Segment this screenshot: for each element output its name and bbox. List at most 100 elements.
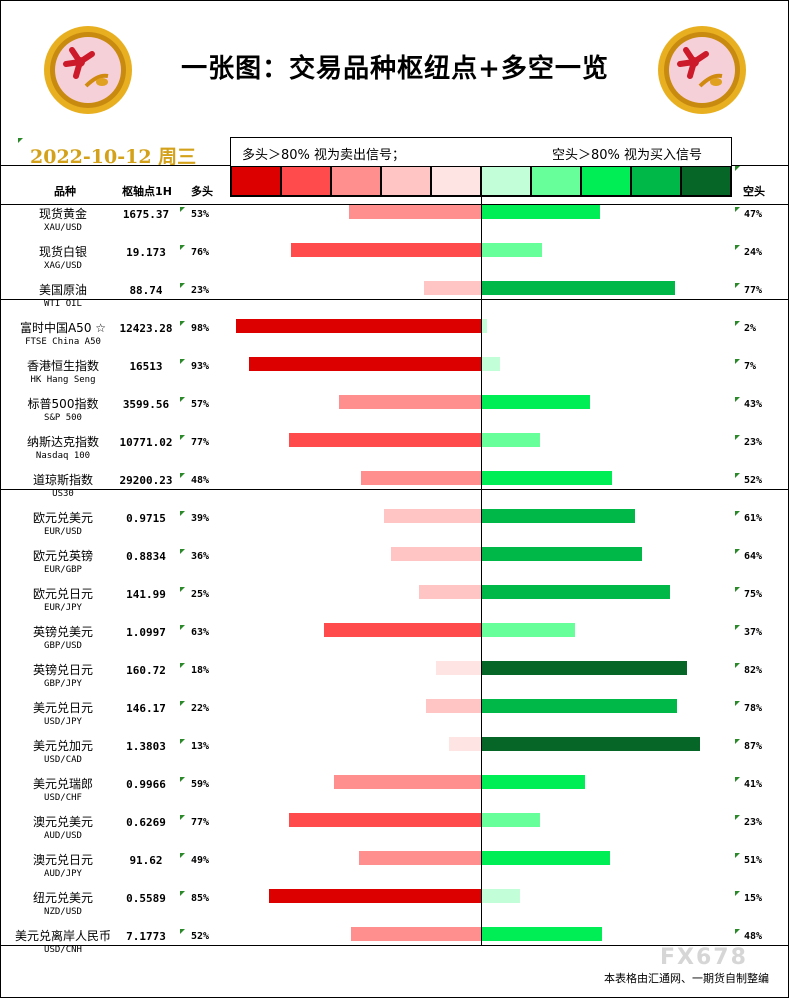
group-divider — [0, 299, 789, 300]
flower-logo-icon — [44, 26, 132, 114]
legend-swatch — [281, 166, 331, 196]
short-percent: 51% — [744, 855, 763, 866]
marker-icon — [735, 663, 740, 668]
short-percent: 2% — [744, 323, 757, 334]
pivot-value: 91.62 — [129, 854, 163, 867]
short-percent: 24% — [744, 247, 763, 258]
short-percent: 52% — [744, 475, 763, 486]
instrument-code: XAG/USD — [44, 261, 82, 271]
short-percent: 37% — [744, 627, 763, 638]
short-bar — [482, 547, 642, 561]
instrument-code: GBP/USD — [44, 641, 82, 651]
header-divider — [0, 165, 231, 166]
long-percent: 23% — [191, 285, 210, 296]
long-percent: 85% — [191, 893, 210, 904]
long-percent: 49% — [191, 855, 210, 866]
long-bar — [418, 585, 481, 599]
instrument-code: USD/CAD — [44, 755, 82, 765]
header-pivot: 枢轴点1H — [122, 185, 172, 198]
long-percent: 22% — [191, 703, 210, 714]
marker-icon — [180, 359, 185, 364]
short-bar — [482, 509, 635, 523]
instrument-code: US30 — [52, 489, 74, 499]
pivot-value: 29200.23 — [119, 474, 173, 487]
long-bar — [348, 205, 481, 219]
long-percent: 53% — [191, 209, 210, 220]
long-percent: 13% — [191, 741, 210, 752]
short-bar — [482, 395, 590, 409]
marker-icon — [18, 138, 23, 143]
long-bar — [268, 889, 481, 903]
legend-swatch — [431, 166, 481, 196]
pivot-value: 12423.28 — [119, 322, 173, 335]
instrument-code: FTSE China A50 — [25, 337, 101, 347]
instrument-name: 欧元兑美元 — [32, 511, 93, 525]
pivot-value: 3599.56 — [122, 398, 170, 411]
pivot-value: 160.72 — [126, 664, 166, 677]
marker-icon — [735, 435, 740, 440]
instrument-code: EUR/JPY — [44, 603, 82, 613]
table-bottom-line — [0, 945, 789, 946]
short-bar — [482, 737, 700, 751]
marker-icon — [180, 891, 185, 896]
marker-icon — [735, 853, 740, 858]
short-percent: 43% — [744, 399, 763, 410]
marker-icon — [735, 283, 740, 288]
header-instrument: 品种 — [54, 185, 76, 198]
marker-icon — [180, 663, 185, 668]
marker-icon — [735, 929, 740, 934]
long-bar — [288, 813, 481, 827]
instrument-code: XAU/USD — [44, 223, 82, 233]
long-bar — [248, 357, 481, 371]
footer-credit: 本表格由汇通网、一期货自制整编 — [604, 972, 769, 985]
pivot-value: 19.173 — [126, 246, 166, 259]
short-bar — [482, 471, 612, 485]
instrument-name: 英镑兑美元 — [32, 625, 93, 639]
long-percent: 77% — [191, 437, 210, 448]
pivot-value: 1.0997 — [126, 626, 166, 639]
marker-icon — [180, 815, 185, 820]
marker-icon — [180, 321, 185, 326]
marker-icon — [735, 511, 740, 516]
instrument-code: USD/JPY — [44, 717, 82, 727]
instrument-name: 现货黄金 — [38, 207, 87, 221]
pivot-value: 1.3803 — [126, 740, 166, 753]
legend-swatch — [231, 166, 281, 196]
group-divider — [0, 489, 789, 490]
long-bar — [423, 281, 481, 295]
marker-icon — [180, 397, 185, 402]
chart-title: 一张图：交易品种枢纽点+多空一览 — [181, 54, 609, 84]
instrument-name: 欧元兑英镑 — [32, 549, 93, 563]
short-percent: 15% — [744, 893, 763, 904]
long-percent: 98% — [191, 323, 210, 334]
long-percent: 52% — [191, 931, 210, 942]
long-bar — [323, 623, 481, 637]
table-top-line — [0, 204, 789, 205]
instrument-name: 澳元兑日元 — [32, 853, 93, 867]
marker-icon — [180, 511, 185, 516]
short-bar — [482, 775, 585, 789]
short-bar — [482, 585, 670, 599]
instrument-code: WTI OIL — [44, 299, 82, 309]
marker-icon — [180, 435, 185, 440]
long-percent: 93% — [191, 361, 210, 372]
instrument-code: USD/CHF — [44, 793, 82, 803]
marker-icon — [735, 359, 740, 364]
pivot-value: 88.74 — [129, 284, 163, 297]
short-percent: 75% — [744, 589, 763, 600]
short-bar — [482, 243, 542, 257]
instrument-code: NZD/USD — [44, 907, 82, 917]
short-bar — [482, 623, 575, 637]
instrument-code: USD/CNH — [44, 945, 82, 955]
long-bar — [351, 927, 481, 941]
long-bar — [426, 699, 481, 713]
long-percent: 39% — [191, 513, 210, 524]
legend-short-note: 空头＞80% 视为买入信号 — [552, 148, 703, 163]
pivot-value: 141.99 — [126, 588, 166, 601]
marker-icon — [735, 701, 740, 706]
instrument-code: GBP/JPY — [44, 679, 82, 689]
short-percent: 48% — [744, 931, 763, 942]
long-percent: 18% — [191, 665, 210, 676]
legend-swatch — [681, 166, 731, 196]
short-bar — [482, 281, 675, 295]
